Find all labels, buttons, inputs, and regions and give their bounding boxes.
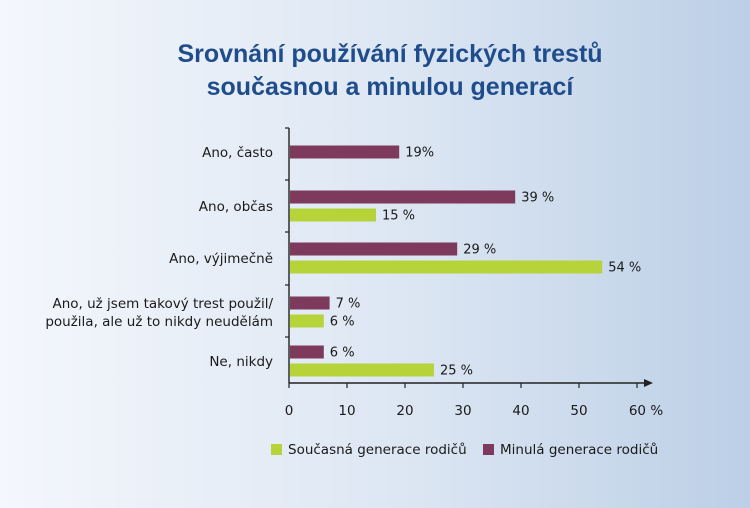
bar	[290, 314, 324, 328]
legend: Současná generace rodičů Minulá generace …	[271, 442, 658, 458]
category-label: Ano, už jsem takový trest použil/	[52, 296, 273, 312]
bar	[290, 242, 458, 256]
data-label: 19%	[405, 146, 434, 161]
category-label: Ano, často	[202, 145, 273, 161]
data-label: 29 %	[463, 243, 496, 258]
bar	[290, 363, 434, 377]
bar	[290, 208, 376, 222]
chart-title-line: Srovnání používání fyzických trestů	[177, 40, 602, 68]
bar	[290, 145, 400, 159]
data-label: 7 %	[336, 297, 361, 312]
x-axis-arrow-icon	[644, 379, 653, 387]
data-label: 54 %	[608, 261, 641, 276]
data-label: 39 %	[521, 191, 554, 206]
bar	[290, 260, 603, 274]
chart-title-line: současnou a minulou generací	[207, 73, 575, 101]
x-tick-label: 30	[454, 403, 471, 419]
x-tick-label: 50	[570, 403, 587, 419]
bars: 19% 39 % 15 % 29 % 54 % 7 % 6 % 6 % 25 %	[290, 145, 641, 379]
x-tick-label: 0	[285, 403, 294, 419]
data-label: 25 %	[440, 364, 473, 379]
chart-title: Srovnání používání fyzických trestů souča…	[177, 40, 602, 101]
category-label: Ano, výjimečně	[169, 251, 273, 267]
x-tick-label: 10	[338, 403, 355, 419]
bar	[290, 345, 324, 359]
bar	[290, 296, 330, 310]
data-label: 6 %	[330, 315, 355, 330]
category-label: použila, ale už to nikdy neudělám	[45, 314, 273, 330]
category-labels: Ano, často Ano, občas Ano, výjimečně Ano, u…	[45, 145, 273, 370]
legend-swatch	[483, 444, 494, 455]
legend-label: Minulá generace rodičů	[500, 442, 658, 458]
x-tick-label: 20	[396, 403, 413, 419]
category-label: Ne, nikdy	[209, 354, 273, 370]
axes: 0 10 20 30 40 50 60 %	[285, 127, 663, 419]
bar	[290, 190, 516, 204]
legend-swatch	[271, 444, 282, 455]
legend-label: Současná generace rodičů	[288, 442, 467, 458]
x-tick-label: 60 %	[629, 403, 663, 419]
x-tick-label: 40	[512, 403, 529, 419]
category-label: Ano, občas	[199, 199, 273, 215]
data-label: 6 %	[330, 346, 355, 361]
data-label: 15 %	[382, 209, 415, 224]
